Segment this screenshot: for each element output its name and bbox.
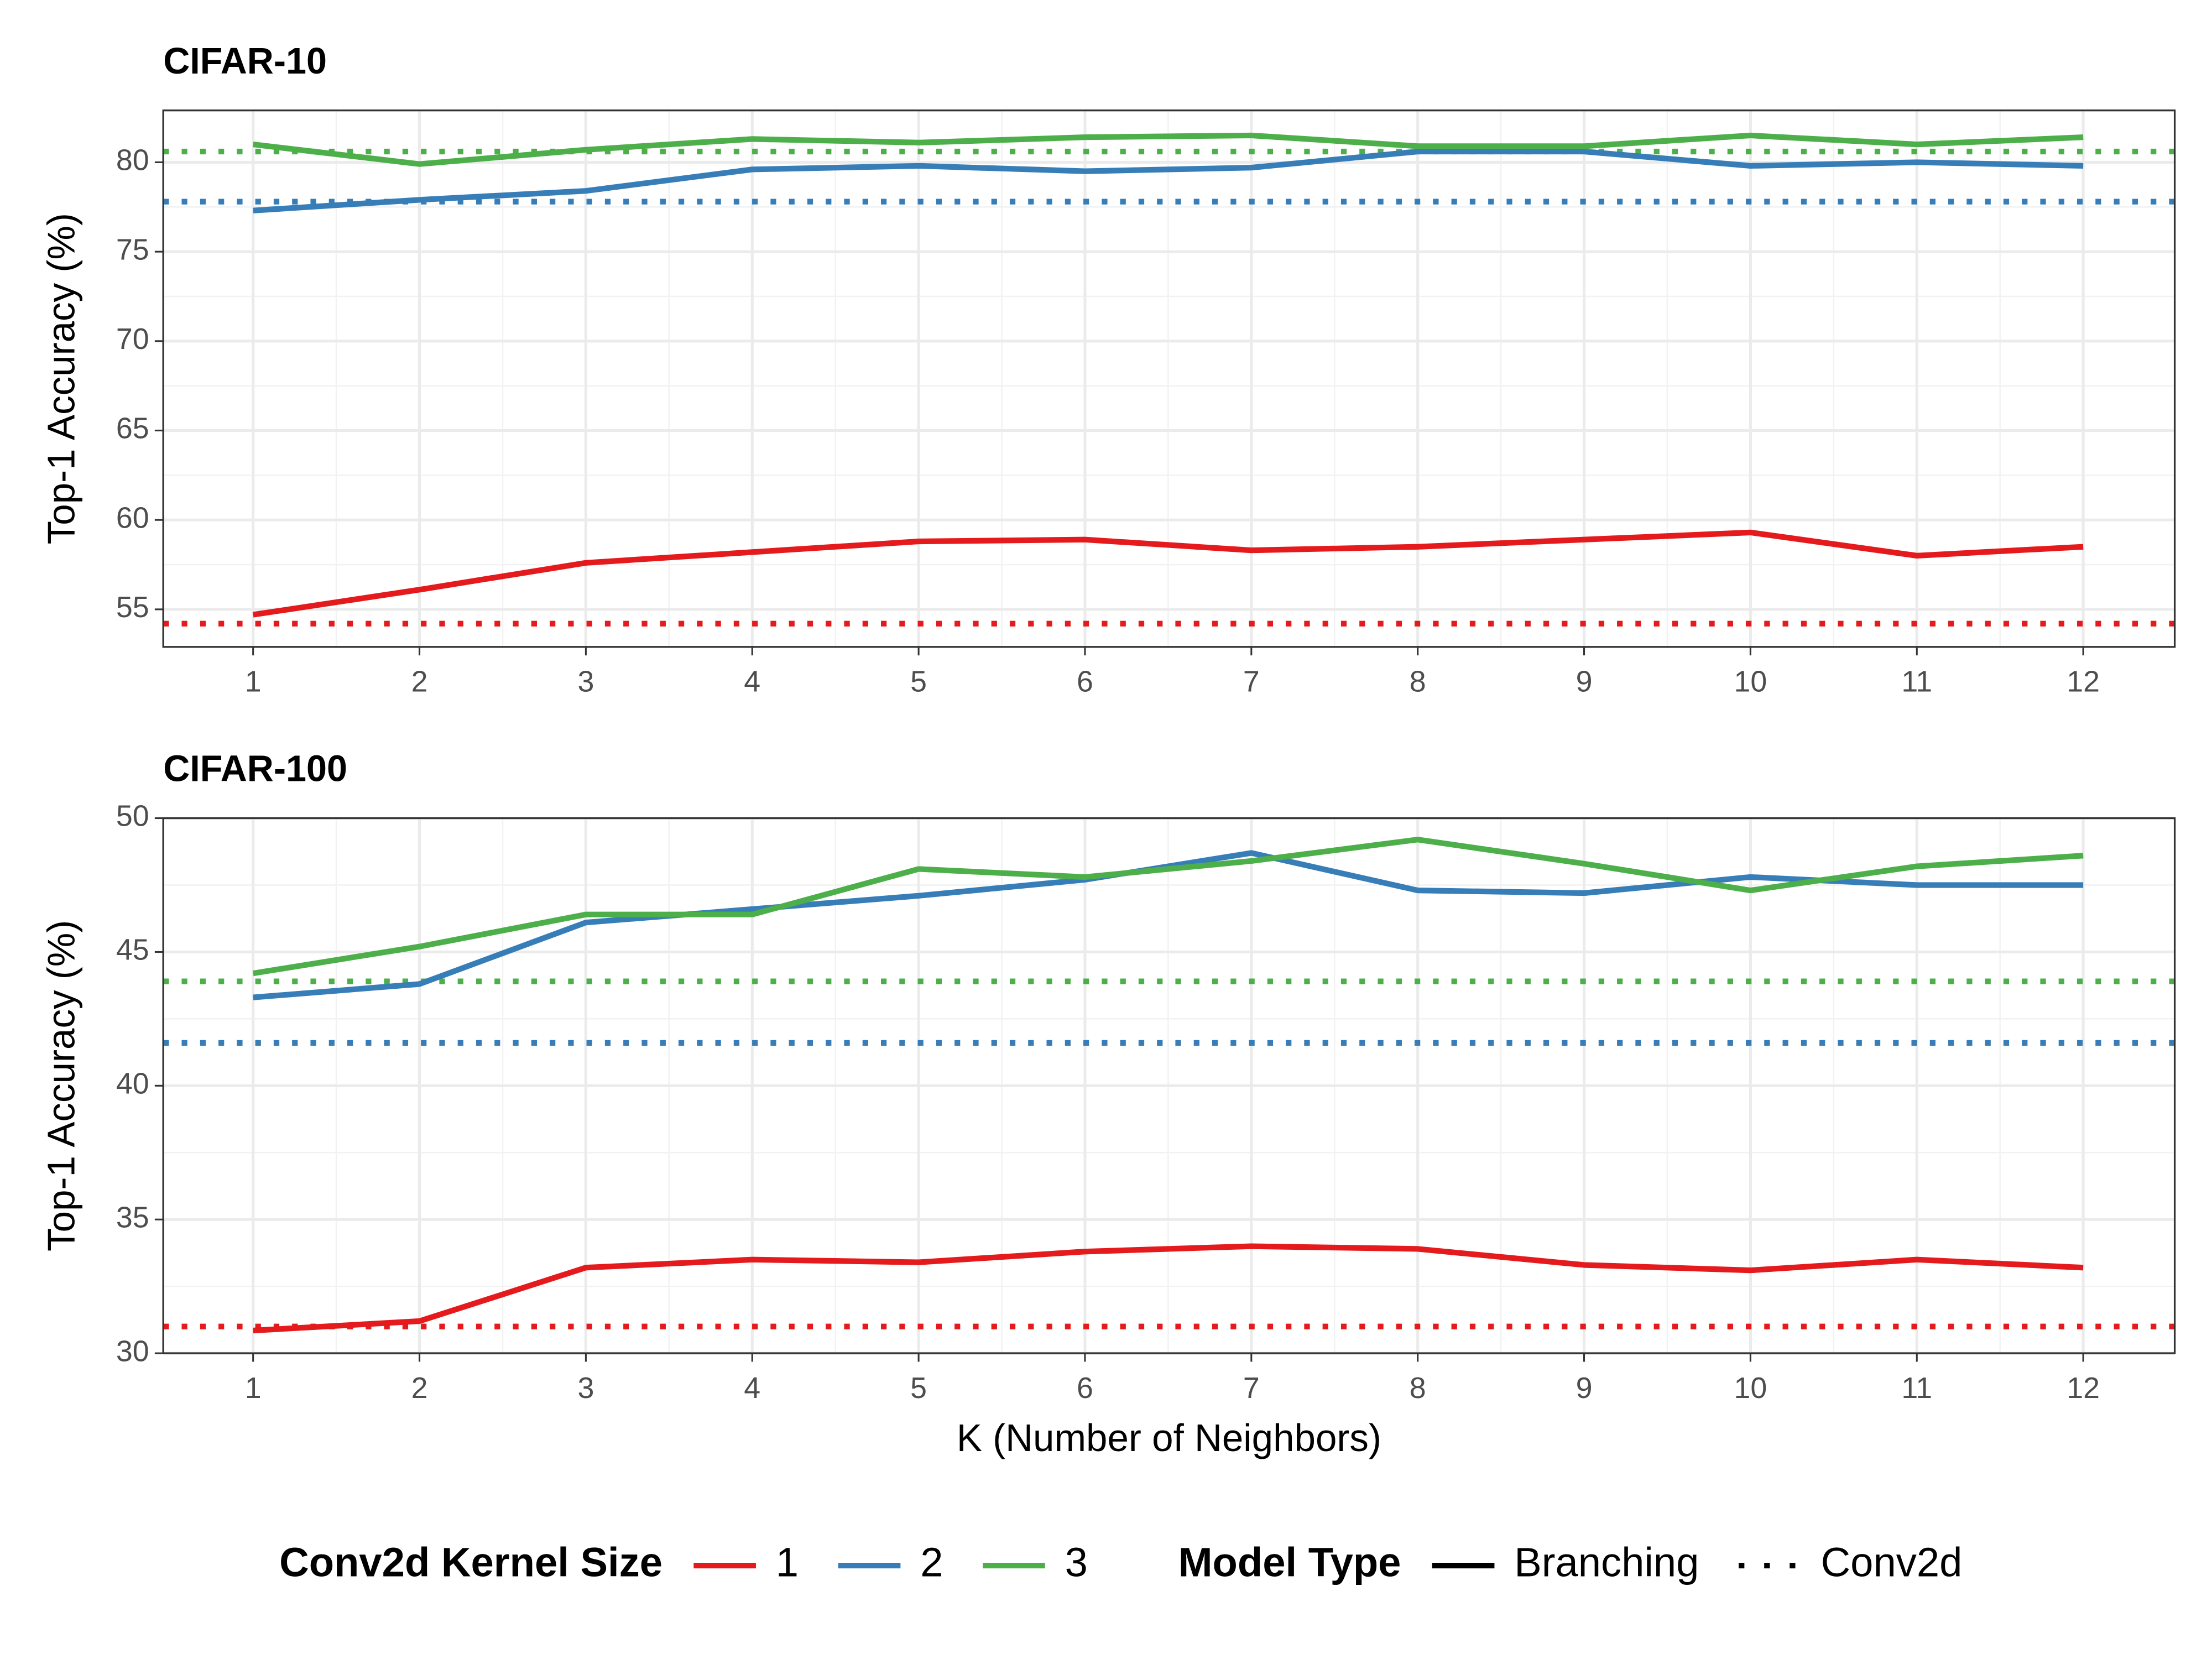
y-tick-label: 50 bbox=[116, 800, 149, 833]
x-tick-label: 3 bbox=[577, 665, 594, 698]
x-tick-label: 2 bbox=[411, 665, 428, 698]
x-tick-label: 7 bbox=[1243, 665, 1260, 698]
x-tick-label: 5 bbox=[910, 1371, 927, 1405]
x-tick-label: 11 bbox=[1901, 1371, 1932, 1405]
x-tick-label: 12 bbox=[2067, 1371, 2100, 1405]
panel-border bbox=[162, 109, 2176, 648]
x-tick-label: 10 bbox=[1734, 1371, 1767, 1405]
y-tick-label: 30 bbox=[116, 1334, 149, 1368]
legend-label: Branching bbox=[1514, 1540, 1699, 1585]
x-tick-label: 8 bbox=[1410, 665, 1426, 698]
x-tick-label: 9 bbox=[1576, 1371, 1593, 1405]
panel-border bbox=[162, 817, 2176, 1354]
y-tick-label: 65 bbox=[116, 412, 149, 445]
x-tick-label: 7 bbox=[1243, 1371, 1260, 1405]
legend-label: Conv2d bbox=[1821, 1540, 1963, 1585]
legend-title: Conv2d Kernel Size bbox=[279, 1540, 662, 1585]
legend-title: Model Type bbox=[1178, 1540, 1401, 1585]
y-tick-label: 35 bbox=[116, 1201, 149, 1234]
x-tick-label: 6 bbox=[1077, 1371, 1093, 1405]
chart-title: CIFAR-100 bbox=[163, 749, 347, 790]
y-axis-title: Top-1 Accuracy (%) bbox=[39, 213, 82, 544]
x-tick-label: 1 bbox=[245, 1371, 262, 1405]
series-line bbox=[253, 132, 2084, 167]
series-line bbox=[252, 837, 2084, 977]
x-tick-label: 10 bbox=[1734, 665, 1767, 698]
y-tick-label: 70 bbox=[116, 322, 149, 356]
legend-label: 1 bbox=[776, 1540, 799, 1585]
chart-title: CIFAR-10 bbox=[163, 41, 327, 82]
y-axis-title: Top-1 Accuracy (%) bbox=[39, 920, 82, 1251]
y-tick-label: 60 bbox=[116, 501, 149, 534]
series-line bbox=[252, 529, 2084, 618]
x-tick-label: 8 bbox=[1410, 1371, 1426, 1405]
x-tick-label: 1 bbox=[245, 665, 262, 698]
legend-label: 2 bbox=[920, 1540, 943, 1585]
x-tick-label: 2 bbox=[411, 1371, 428, 1405]
y-tick-label: 80 bbox=[116, 144, 149, 177]
y-tick-label: 55 bbox=[116, 591, 149, 624]
x-tick-label: 4 bbox=[744, 1371, 760, 1405]
y-tick-label: 40 bbox=[116, 1067, 149, 1100]
y-tick-label: 45 bbox=[116, 933, 149, 967]
x-tick-label: 6 bbox=[1077, 665, 1093, 698]
x-axis-title: K (Number of Neighbors) bbox=[957, 1416, 1381, 1459]
series-line bbox=[253, 148, 2084, 213]
y-tick-label: 75 bbox=[116, 233, 149, 266]
series-line bbox=[253, 1243, 2084, 1334]
panel-background bbox=[163, 110, 2175, 647]
x-tick-label: 4 bbox=[744, 665, 760, 698]
x-tick-label: 9 bbox=[1576, 665, 1593, 698]
x-tick-label: 11 bbox=[1901, 665, 1932, 698]
x-tick-label: 12 bbox=[2067, 665, 2100, 698]
x-tick-label: 5 bbox=[910, 665, 927, 698]
x-tick-label: 3 bbox=[577, 1371, 594, 1405]
legend-label: 3 bbox=[1065, 1540, 1088, 1585]
